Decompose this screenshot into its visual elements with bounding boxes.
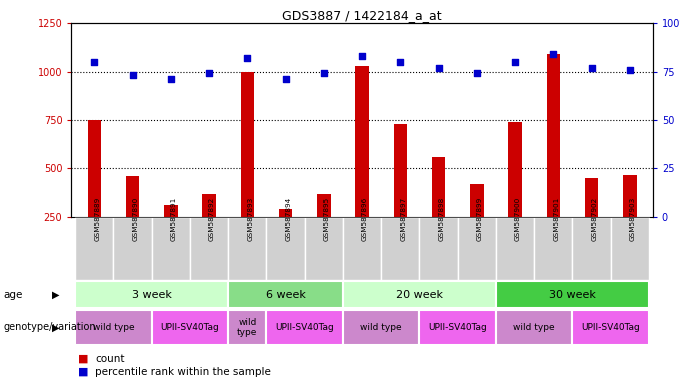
Text: GSM587898: GSM587898 xyxy=(439,197,445,241)
Text: GSM587892: GSM587892 xyxy=(209,197,215,241)
Point xyxy=(624,66,635,73)
Text: ▶: ▶ xyxy=(52,290,60,300)
Bar xyxy=(496,281,649,308)
Text: UPII-SV40Tag: UPII-SV40Tag xyxy=(160,323,220,332)
Bar xyxy=(420,310,496,344)
Text: GSM587897: GSM587897 xyxy=(401,197,407,241)
Text: ■: ■ xyxy=(78,367,88,377)
Text: 20 week: 20 week xyxy=(396,290,443,300)
Bar xyxy=(267,217,305,280)
Text: wild type: wild type xyxy=(92,323,134,332)
Bar xyxy=(509,122,522,265)
Text: 3 week: 3 week xyxy=(132,290,171,300)
Text: GSM587896: GSM587896 xyxy=(362,197,368,241)
Bar xyxy=(611,217,649,280)
Bar xyxy=(126,176,139,265)
Text: GSM587889: GSM587889 xyxy=(95,197,101,241)
Text: percentile rank within the sample: percentile rank within the sample xyxy=(95,367,271,377)
Point xyxy=(586,65,597,71)
Point xyxy=(242,55,253,61)
Bar xyxy=(190,217,228,280)
Bar xyxy=(394,124,407,265)
Point xyxy=(127,72,138,78)
Text: GSM587890: GSM587890 xyxy=(133,197,139,241)
Bar xyxy=(432,157,445,265)
Text: age: age xyxy=(3,290,22,300)
Point xyxy=(548,51,559,57)
Bar xyxy=(152,310,228,344)
Bar xyxy=(573,310,649,344)
Text: wild type: wild type xyxy=(360,323,402,332)
Title: GDS3887 / 1422184_a_at: GDS3887 / 1422184_a_at xyxy=(282,9,442,22)
Text: ■: ■ xyxy=(78,354,88,364)
Bar xyxy=(343,281,496,308)
Point xyxy=(203,70,214,76)
Text: ▶: ▶ xyxy=(52,322,60,333)
Text: GSM587895: GSM587895 xyxy=(324,197,330,241)
Bar xyxy=(75,217,114,280)
Bar xyxy=(573,217,611,280)
Bar xyxy=(228,310,267,344)
Bar xyxy=(228,281,343,308)
Bar xyxy=(585,178,598,265)
Bar xyxy=(317,194,330,265)
Point xyxy=(280,76,291,82)
Text: GSM587902: GSM587902 xyxy=(592,197,598,241)
Text: genotype/variation: genotype/variation xyxy=(3,322,96,333)
Bar xyxy=(88,120,101,265)
Point xyxy=(433,65,444,71)
Bar xyxy=(279,209,292,265)
Bar xyxy=(267,310,343,344)
Bar xyxy=(203,194,216,265)
Point xyxy=(395,59,406,65)
Bar xyxy=(547,54,560,265)
Bar xyxy=(114,217,152,280)
Bar xyxy=(420,217,458,280)
Bar xyxy=(356,66,369,265)
Point xyxy=(356,53,367,59)
Bar xyxy=(458,217,496,280)
Bar xyxy=(534,217,573,280)
Text: GSM587903: GSM587903 xyxy=(630,197,636,241)
Bar xyxy=(623,175,636,265)
Bar xyxy=(228,217,267,280)
Text: UPII-SV40Tag: UPII-SV40Tag xyxy=(275,323,334,332)
Bar xyxy=(241,71,254,265)
Bar xyxy=(164,205,177,265)
Point xyxy=(471,70,482,76)
Text: 30 week: 30 week xyxy=(549,290,596,300)
Text: GSM587901: GSM587901 xyxy=(554,197,560,241)
Bar xyxy=(496,217,534,280)
Text: wild type: wild type xyxy=(513,323,555,332)
Text: GSM587899: GSM587899 xyxy=(477,197,483,241)
Bar xyxy=(343,310,420,344)
Text: UPII-SV40Tag: UPII-SV40Tag xyxy=(428,323,487,332)
Text: UPII-SV40Tag: UPII-SV40Tag xyxy=(581,323,640,332)
Bar xyxy=(75,281,228,308)
Text: wild
type: wild type xyxy=(237,318,258,337)
Text: GSM587894: GSM587894 xyxy=(286,197,292,241)
Bar xyxy=(470,184,483,265)
Text: GSM587893: GSM587893 xyxy=(248,197,254,241)
Text: GSM587900: GSM587900 xyxy=(515,197,521,241)
Point xyxy=(89,59,100,65)
Bar xyxy=(75,310,152,344)
Bar xyxy=(305,217,343,280)
Text: GSM587891: GSM587891 xyxy=(171,197,177,241)
Text: count: count xyxy=(95,354,124,364)
Bar xyxy=(496,310,573,344)
Bar xyxy=(381,217,420,280)
Bar xyxy=(152,217,190,280)
Text: 6 week: 6 week xyxy=(266,290,305,300)
Point xyxy=(165,76,176,82)
Bar xyxy=(343,217,381,280)
Point xyxy=(509,59,520,65)
Point xyxy=(318,70,329,76)
